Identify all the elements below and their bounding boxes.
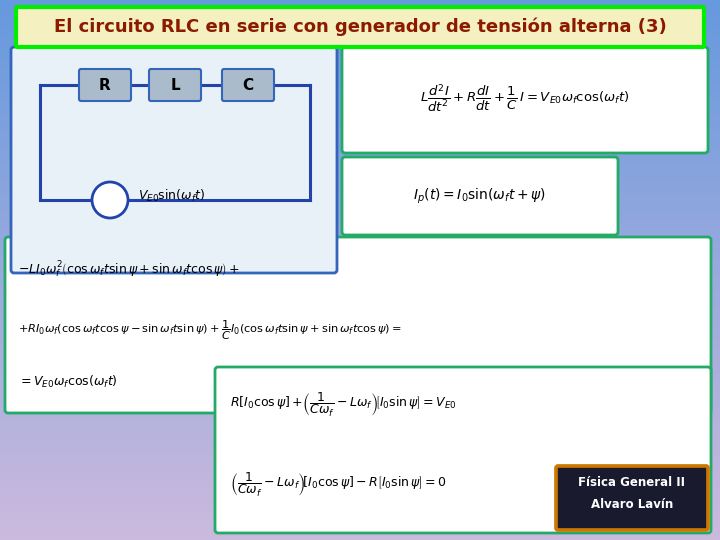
Text: $+RI_{0}\omega_{f}\left(\cos\omega_{f}t\cos\psi-\sin\omega_{f}t\sin\psi\right)+\: $+RI_{0}\omega_{f}\left(\cos\omega_{f}t\…	[18, 318, 402, 342]
Text: $V_{E0}\sin(\omega_{f}t)$: $V_{E0}\sin(\omega_{f}t)$	[138, 188, 205, 204]
Text: El circuito RLC en serie con generador de tensión alterna (3): El circuito RLC en serie con generador d…	[53, 18, 667, 36]
FancyBboxPatch shape	[556, 466, 708, 530]
Text: $L\dfrac{d^{2}I}{dt^{2}}+R\dfrac{dI}{dt}+\dfrac{1}{C}\,I=V_{E0}\omega_{f}\cos(\o: $L\dfrac{d^{2}I}{dt^{2}}+R\dfrac{dI}{dt}…	[420, 82, 629, 114]
FancyBboxPatch shape	[149, 69, 201, 101]
FancyBboxPatch shape	[342, 157, 618, 235]
Text: L: L	[170, 78, 180, 92]
Text: C: C	[243, 78, 253, 92]
Text: $=V_{E0}\omega_{f}\cos(\omega_{f}t)$: $=V_{E0}\omega_{f}\cos(\omega_{f}t)$	[18, 374, 118, 390]
FancyBboxPatch shape	[222, 69, 274, 101]
FancyBboxPatch shape	[11, 47, 337, 273]
FancyBboxPatch shape	[5, 237, 711, 413]
Text: $\left(\dfrac{1}{C\omega_{f}}-L\omega_{f}\right)\!\left[I_{0}\cos\psi\right]-R\l: $\left(\dfrac{1}{C\omega_{f}}-L\omega_{f…	[230, 471, 447, 499]
Text: $-LI_{0}\omega_{f}^{2}\left(\cos\omega_{f}t\sin\psi+\sin\omega_{f}t\cos\psi\righ: $-LI_{0}\omega_{f}^{2}\left(\cos\omega_{…	[18, 260, 240, 280]
FancyBboxPatch shape	[16, 7, 704, 47]
FancyBboxPatch shape	[79, 69, 131, 101]
Text: Física General II: Física General II	[578, 476, 685, 489]
Text: $I_{p}(t)=I_{0}\sin(\omega_{f}t+\psi)$: $I_{p}(t)=I_{0}\sin(\omega_{f}t+\psi)$	[413, 186, 546, 206]
Text: R: R	[99, 78, 111, 92]
Text: Alvaro Lavín: Alvaro Lavín	[591, 498, 673, 511]
Circle shape	[92, 182, 128, 218]
FancyBboxPatch shape	[215, 367, 711, 533]
FancyBboxPatch shape	[342, 47, 708, 153]
Text: $R\left[I_{0}\cos\psi\right]+\!\left(\dfrac{1}{C\omega_{f}}-L\omega_{f}\right)\!: $R\left[I_{0}\cos\psi\right]+\!\left(\df…	[230, 391, 457, 419]
